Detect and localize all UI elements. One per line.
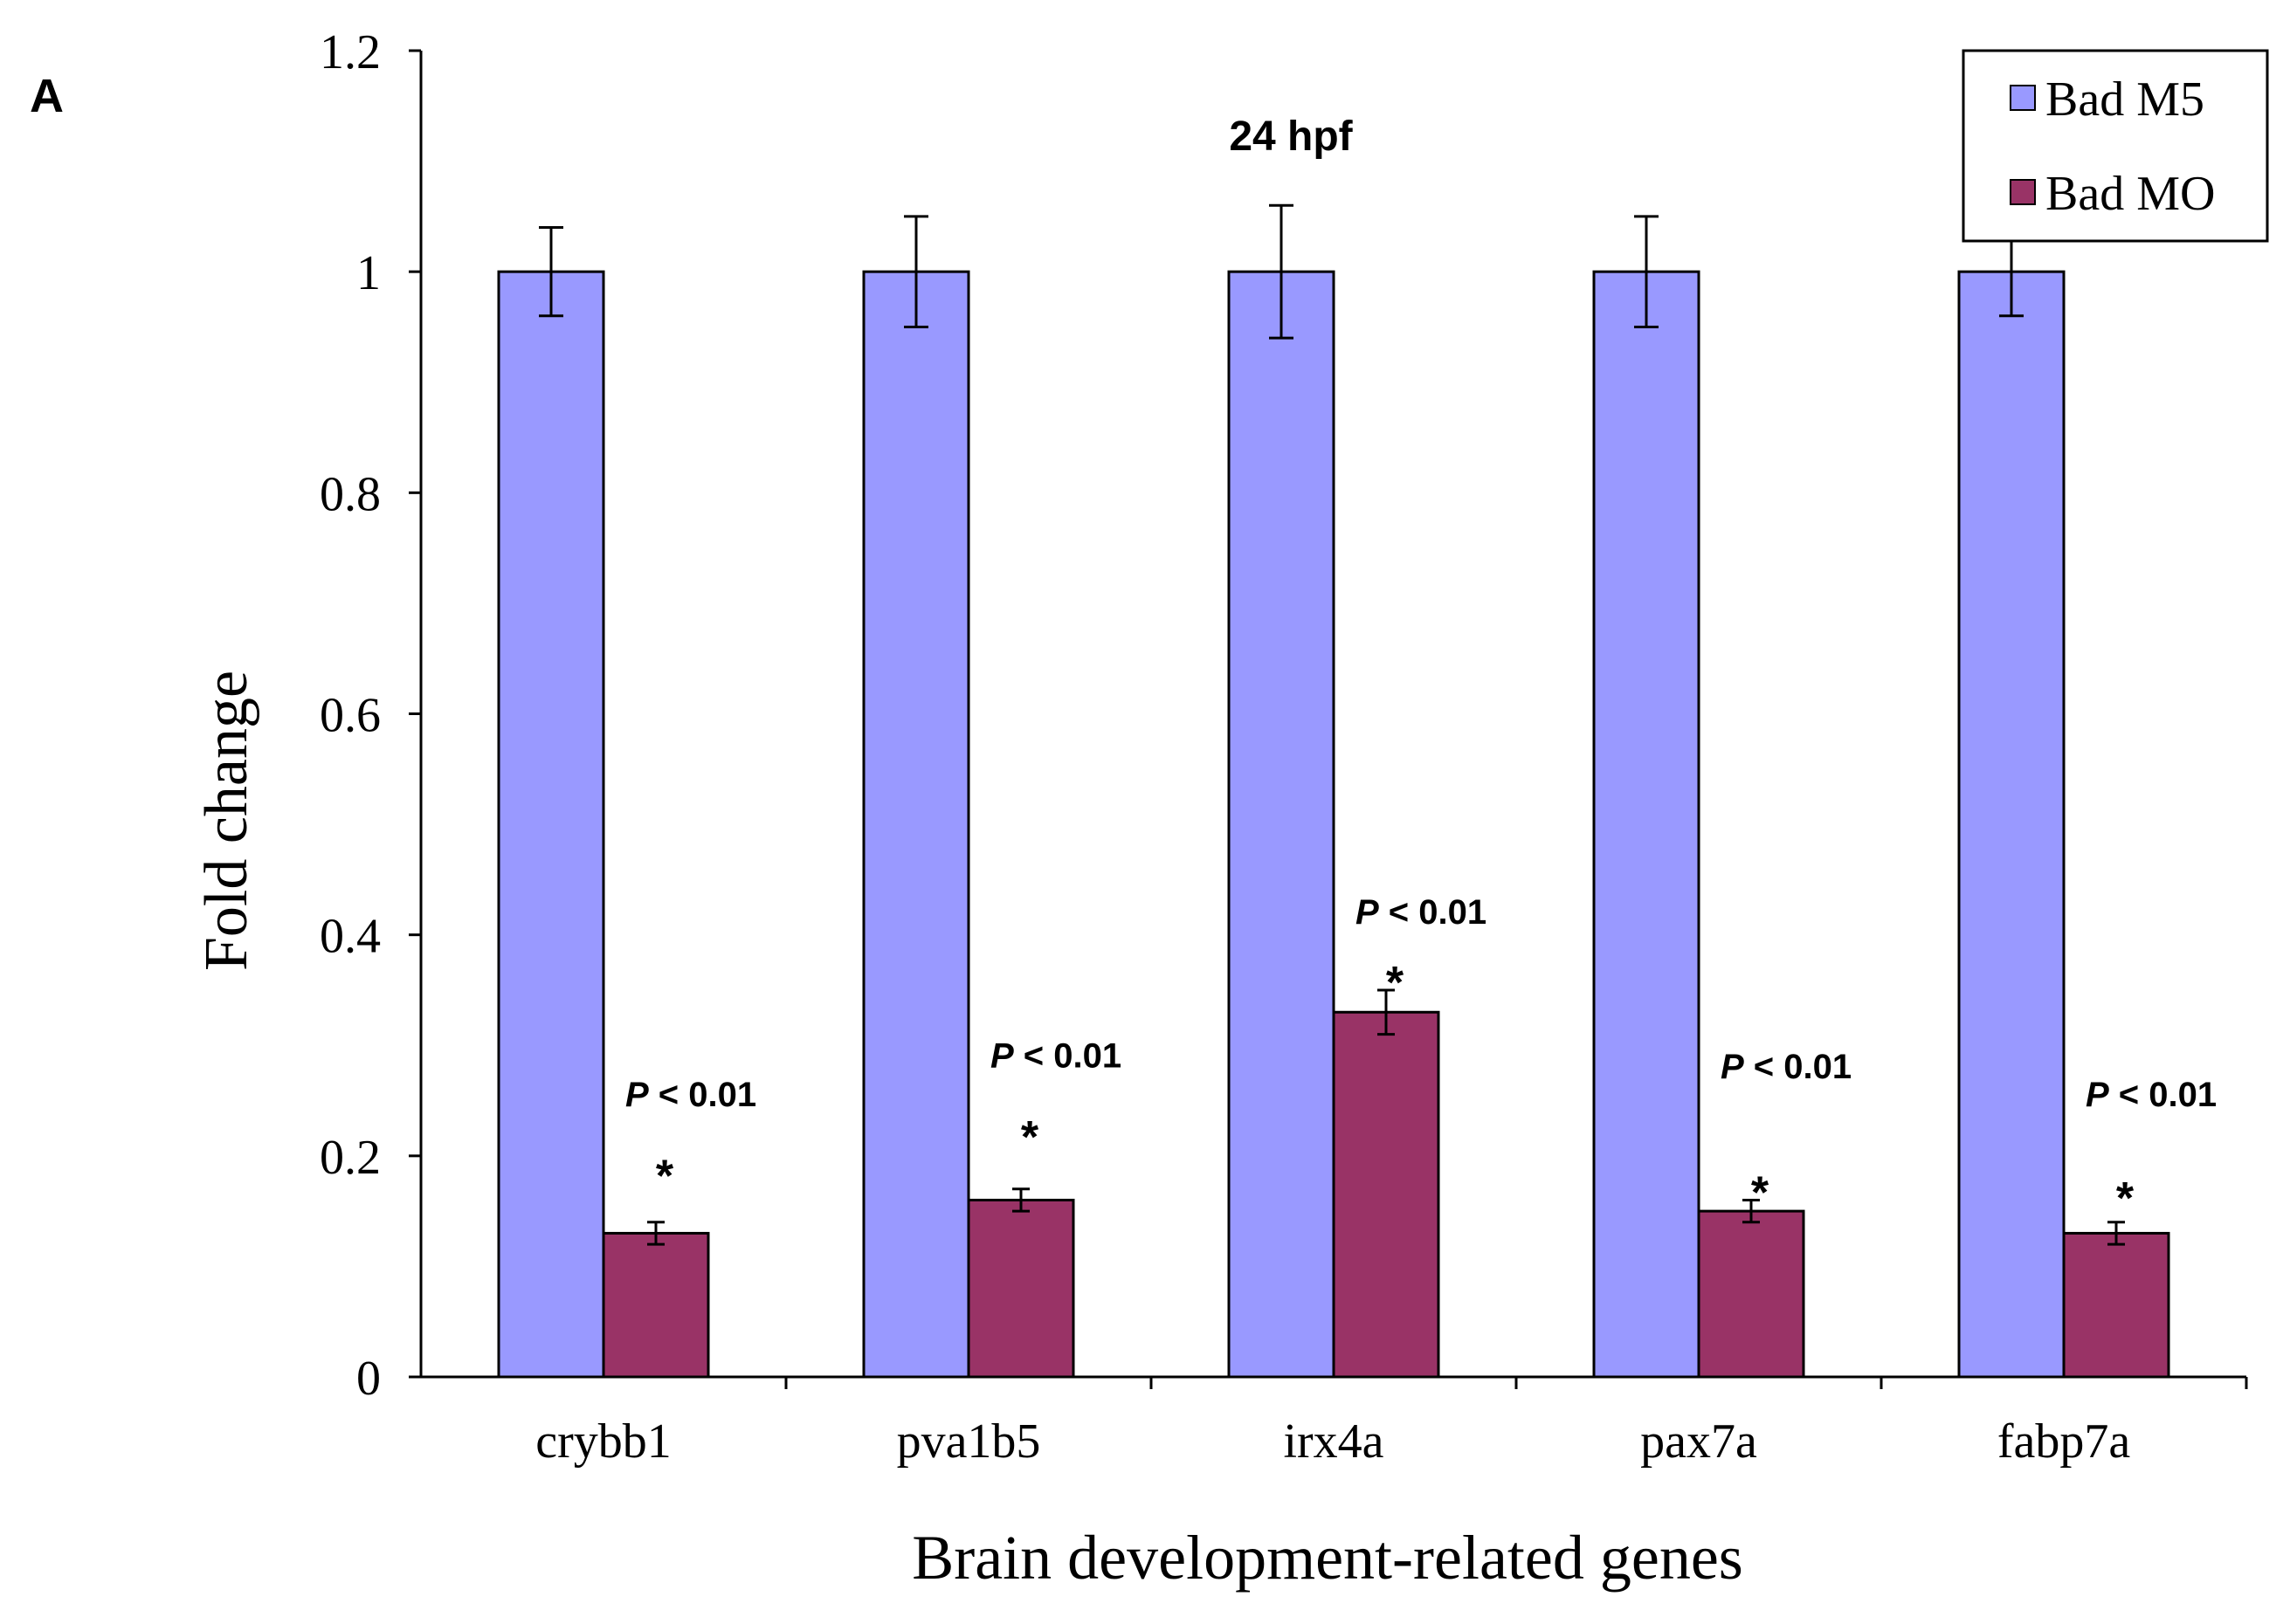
p-value-annotation: P < 0.01 <box>625 1076 756 1114</box>
plot-area: 0 0.2 0.4 0.6 0.8 1 1.2 crybb1 pva1b5 irx4a pax7a f… <box>320 25 2269 1469</box>
p-threshold: < 0.01 <box>1744 1048 1852 1086</box>
bar-bad-mo <box>602 1231 710 1379</box>
chart-title: 24 hpf <box>1229 114 1353 160</box>
p-value-annotation: P < 0.01 <box>2086 1076 2217 1114</box>
x-tick-label: fabp7a <box>1997 1414 2131 1469</box>
bar-bad-m5 <box>1592 270 1700 1379</box>
legend-label-bad-m5: Bad M5 <box>2045 72 2204 127</box>
p-threshold: < 0.01 <box>649 1076 756 1114</box>
panel-label: A <box>30 70 64 122</box>
p-value-annotation: P < 0.01 <box>1355 893 1486 932</box>
bar-bad-mo <box>967 1198 1075 1379</box>
y-tick-label: 0 <box>356 1352 381 1406</box>
y-tick-label: 1 <box>356 246 381 300</box>
significance-star: * <box>1751 1167 1769 1218</box>
legend-label-bad-mo: Bad MO <box>2045 167 2215 221</box>
legend-box <box>1962 49 2269 243</box>
p-label: P <box>1355 893 1379 932</box>
p-label: P <box>1721 1048 1744 1086</box>
y-tick-label: 0.2 <box>320 1131 381 1185</box>
y-axis-label: Fold change <box>193 671 260 971</box>
p-threshold: < 0.01 <box>1379 893 1486 932</box>
legend: Bad M5 Bad MO <box>1962 49 2269 243</box>
y-tick-label: 0.6 <box>320 689 381 743</box>
significance-star: * <box>1386 958 1404 1008</box>
x-tick-label: irx4a <box>1283 1414 1383 1469</box>
bar-bad-m5 <box>497 270 605 1379</box>
p-label: P <box>625 1076 649 1114</box>
x-tick-label: crybb1 <box>535 1414 672 1469</box>
significance-star: * <box>2116 1173 2135 1224</box>
bar-bad-m5 <box>862 270 970 1379</box>
legend-swatch-bad-mo <box>2010 179 2036 205</box>
y-tick-label: 0.4 <box>320 910 381 964</box>
y-tick-label: 0.8 <box>320 467 381 521</box>
bar-bad-mo <box>2062 1231 2170 1379</box>
bar-bad-m5 <box>1957 270 2066 1379</box>
p-threshold: < 0.01 <box>1014 1037 1121 1076</box>
p-value-annotation: P < 0.01 <box>1721 1048 1852 1086</box>
x-tick-label: pva1b5 <box>897 1414 1041 1469</box>
significance-star: * <box>1021 1112 1039 1163</box>
y-tick-label: 1.2 <box>320 25 381 79</box>
legend-swatch-bad-m5 <box>2010 85 2036 111</box>
p-label: P <box>2086 1076 2109 1114</box>
p-value-annotation: P < 0.01 <box>990 1037 1121 1076</box>
significance-star: * <box>656 1151 674 1201</box>
x-axis-label: Brain development-related genes <box>912 1523 1743 1593</box>
bar-bad-mo <box>1697 1209 1805 1379</box>
x-tick-label: pax7a <box>1640 1414 1757 1469</box>
p-threshold: < 0.01 <box>2109 1076 2217 1114</box>
bar-bad-mo <box>1332 1010 1440 1379</box>
bar-bad-m5 <box>1227 270 1335 1379</box>
p-label: P <box>990 1037 1014 1076</box>
